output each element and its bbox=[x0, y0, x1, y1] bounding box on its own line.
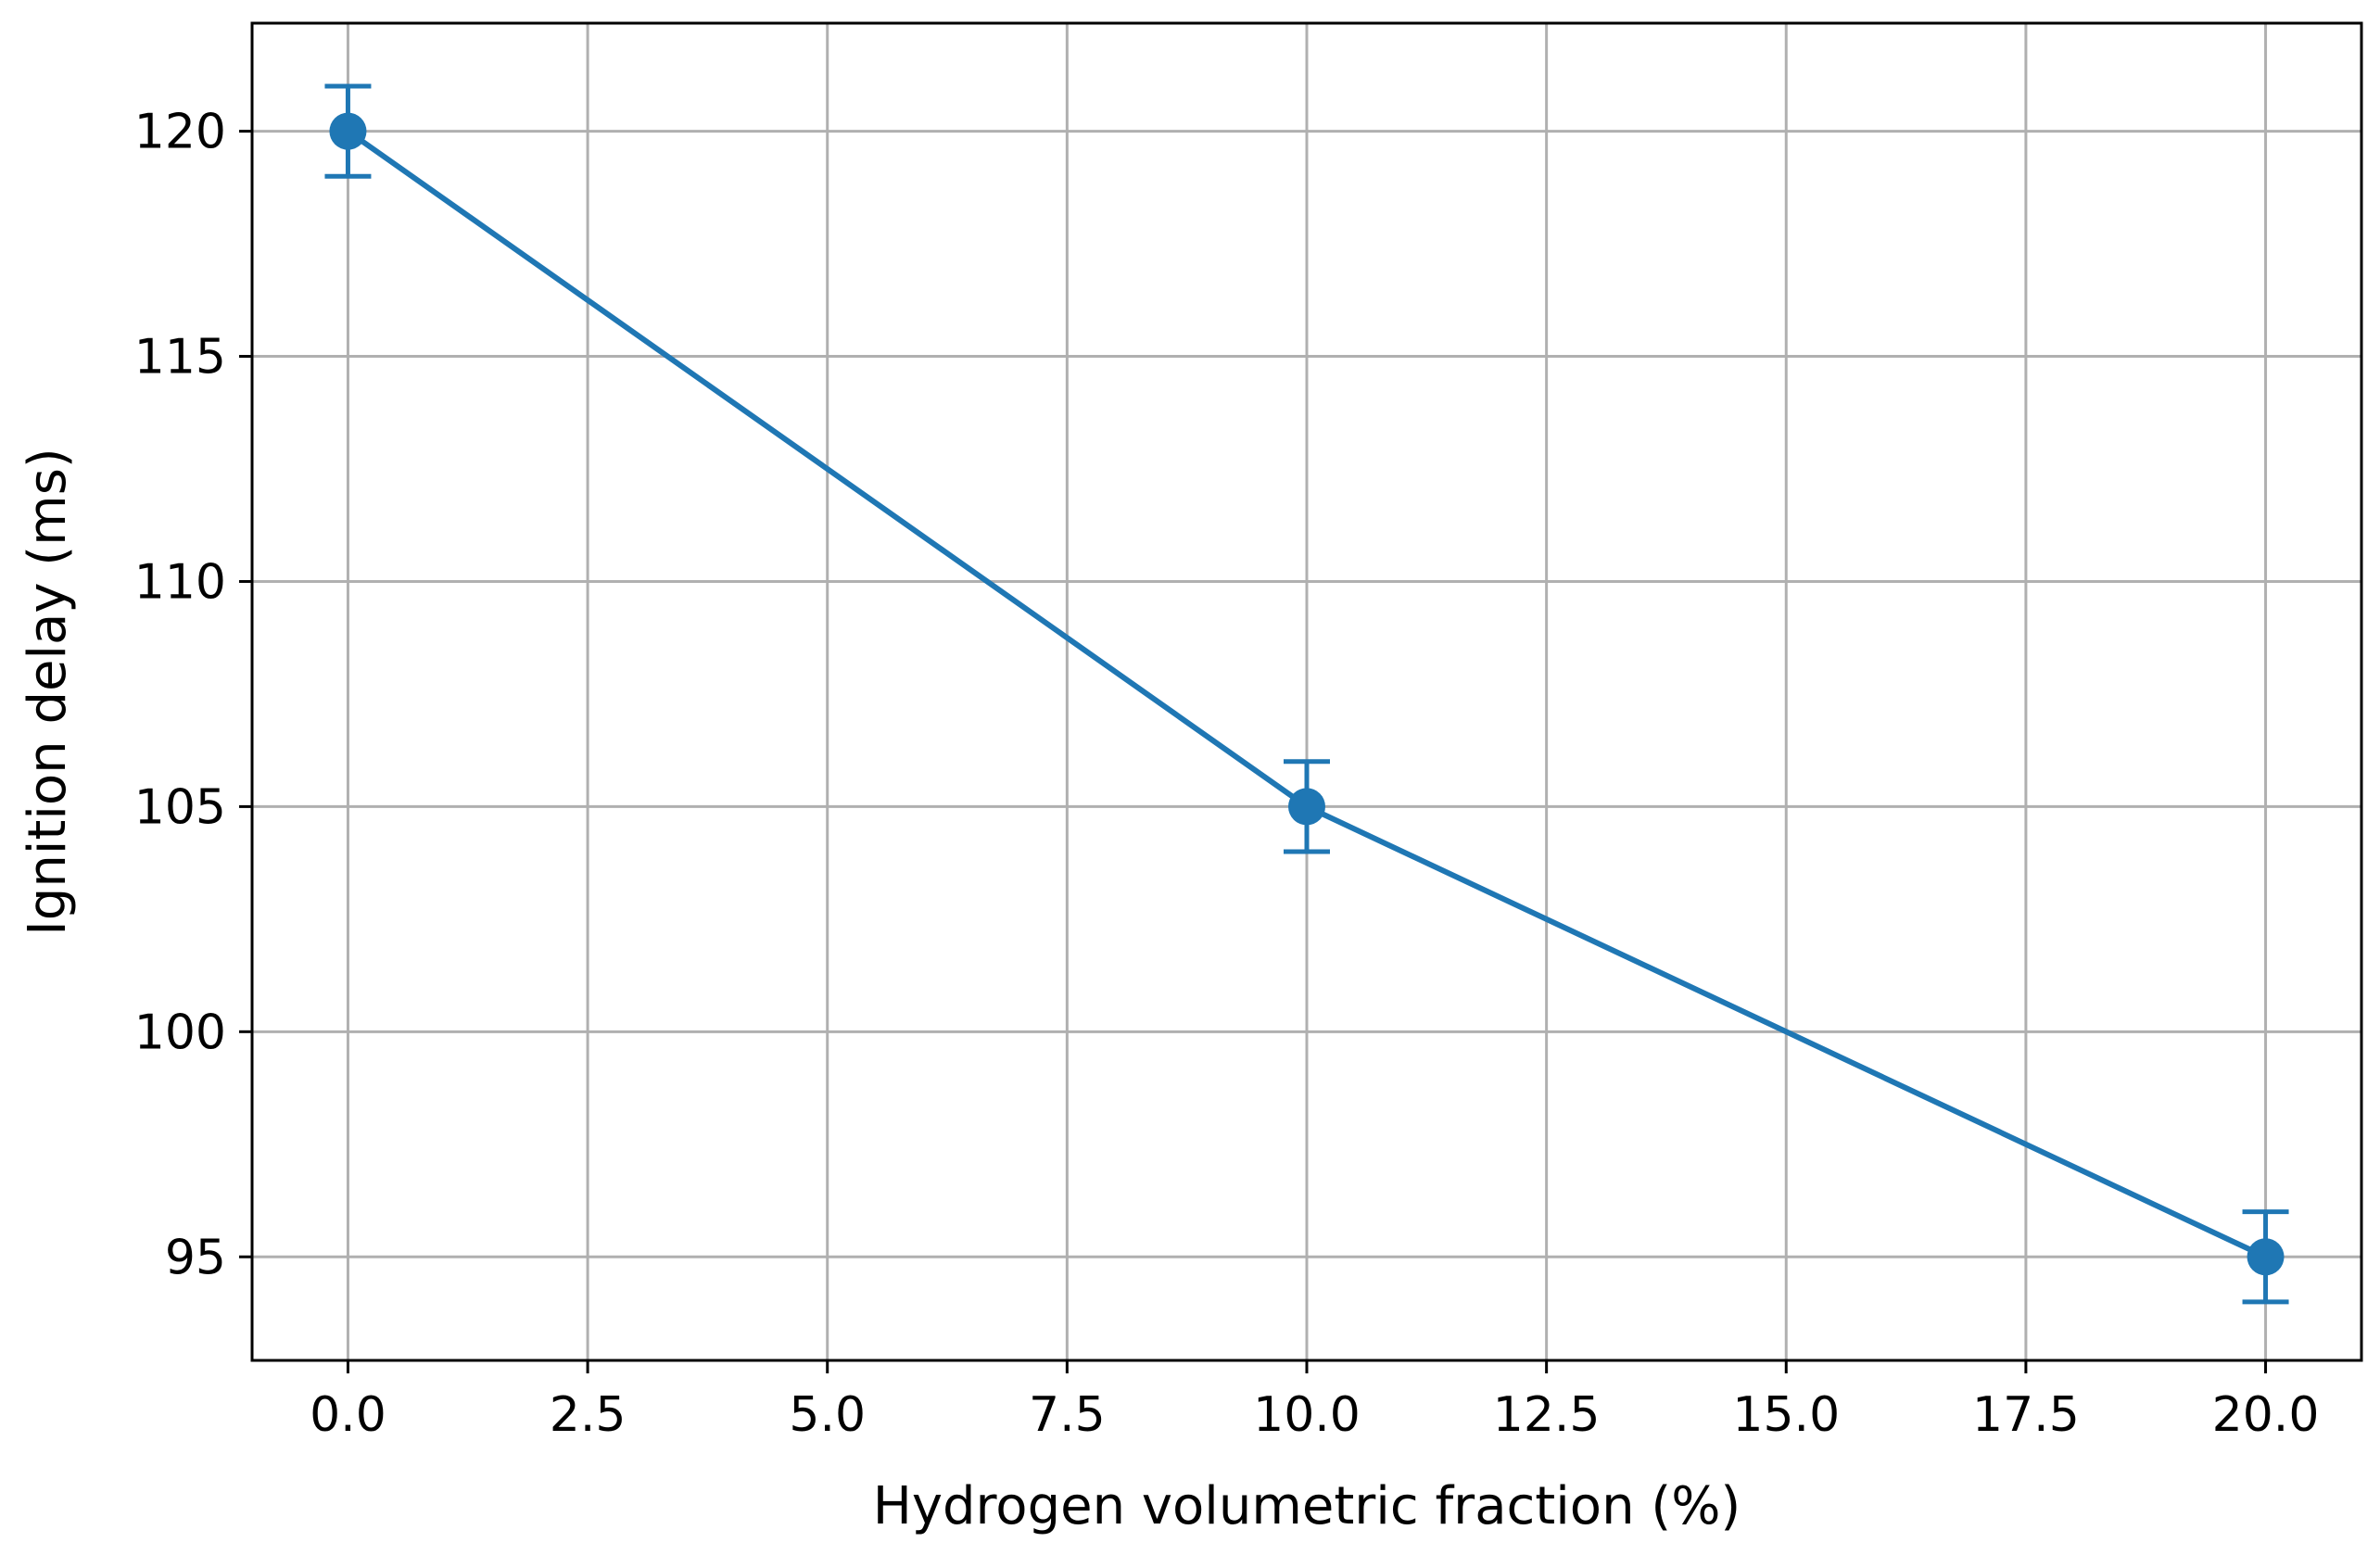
x-tick-label: 10.0 bbox=[1253, 1387, 1361, 1443]
x-tick-label: 7.5 bbox=[1029, 1387, 1106, 1443]
y-tick-label: 115 bbox=[134, 330, 226, 386]
series bbox=[324, 83, 2289, 1305]
x-tick-label: 5.0 bbox=[789, 1387, 866, 1443]
y-tick-label: 95 bbox=[165, 1230, 226, 1285]
data-point bbox=[2247, 1238, 2285, 1276]
y-tick-label: 100 bbox=[134, 1005, 226, 1060]
x-axis-label: Hydrogen volumetric fraction (%) bbox=[873, 1476, 1741, 1536]
x-tick-label: 0.0 bbox=[310, 1387, 386, 1443]
y-axis-label: Ignition delay (ms) bbox=[18, 448, 78, 935]
data-point bbox=[1288, 788, 1325, 826]
y-tick-label: 120 bbox=[134, 105, 226, 160]
data-point bbox=[329, 112, 367, 150]
y-axis: 95 100 105 110 115 120 bbox=[134, 105, 252, 1285]
x-tick-label: 20.0 bbox=[2212, 1387, 2320, 1443]
x-tick-label: 2.5 bbox=[550, 1387, 627, 1443]
x-tick-label: 12.5 bbox=[1493, 1387, 1601, 1443]
x-tick-label: 17.5 bbox=[1972, 1387, 2080, 1443]
y-tick-label: 110 bbox=[134, 554, 226, 610]
grid bbox=[252, 23, 2361, 1360]
x-tick-label: 15.0 bbox=[1732, 1387, 1840, 1443]
x-axis: 0.0 2.5 5.0 7.5 10.0 12.5 15.0 17.5 20.0 bbox=[310, 1360, 2319, 1443]
y-tick-label: 105 bbox=[134, 779, 226, 835]
